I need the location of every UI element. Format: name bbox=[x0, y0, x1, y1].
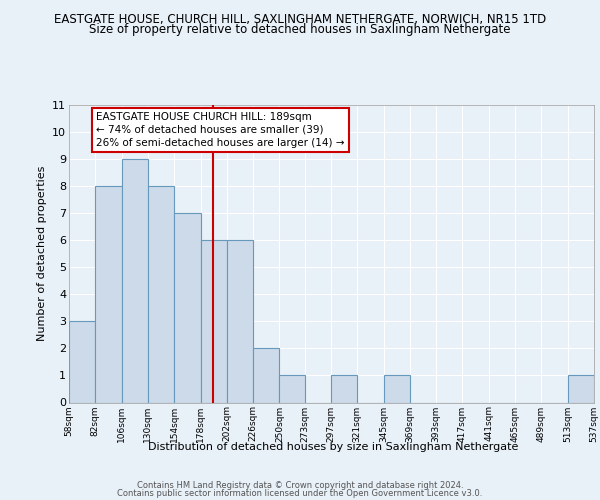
Y-axis label: Number of detached properties: Number of detached properties bbox=[37, 166, 47, 342]
Text: Size of property relative to detached houses in Saxlingham Nethergate: Size of property relative to detached ho… bbox=[89, 22, 511, 36]
Text: Contains public sector information licensed under the Open Government Licence v3: Contains public sector information licen… bbox=[118, 489, 482, 498]
Bar bbox=[331, 376, 357, 402]
Bar bbox=[69, 322, 95, 402]
Text: EASTGATE HOUSE, CHURCH HILL, SAXLINGHAM NETHERGATE, NORWICH, NR15 1TD: EASTGATE HOUSE, CHURCH HILL, SAXLINGHAM … bbox=[54, 12, 546, 26]
Text: EASTGATE HOUSE CHURCH HILL: 189sqm
← 74% of detached houses are smaller (39)
26%: EASTGATE HOUSE CHURCH HILL: 189sqm ← 74%… bbox=[97, 112, 345, 148]
Bar bbox=[383, 376, 410, 402]
Text: Distribution of detached houses by size in Saxlingham Nethergate: Distribution of detached houses by size … bbox=[148, 442, 518, 452]
Text: Contains HM Land Registry data © Crown copyright and database right 2024.: Contains HM Land Registry data © Crown c… bbox=[137, 481, 463, 490]
Bar bbox=[122, 159, 148, 402]
Bar bbox=[253, 348, 280, 403]
Bar bbox=[174, 213, 200, 402]
Bar bbox=[148, 186, 174, 402]
Bar bbox=[280, 376, 305, 402]
Bar bbox=[200, 240, 227, 402]
Bar bbox=[568, 376, 594, 402]
Bar bbox=[227, 240, 253, 402]
Bar bbox=[95, 186, 122, 402]
